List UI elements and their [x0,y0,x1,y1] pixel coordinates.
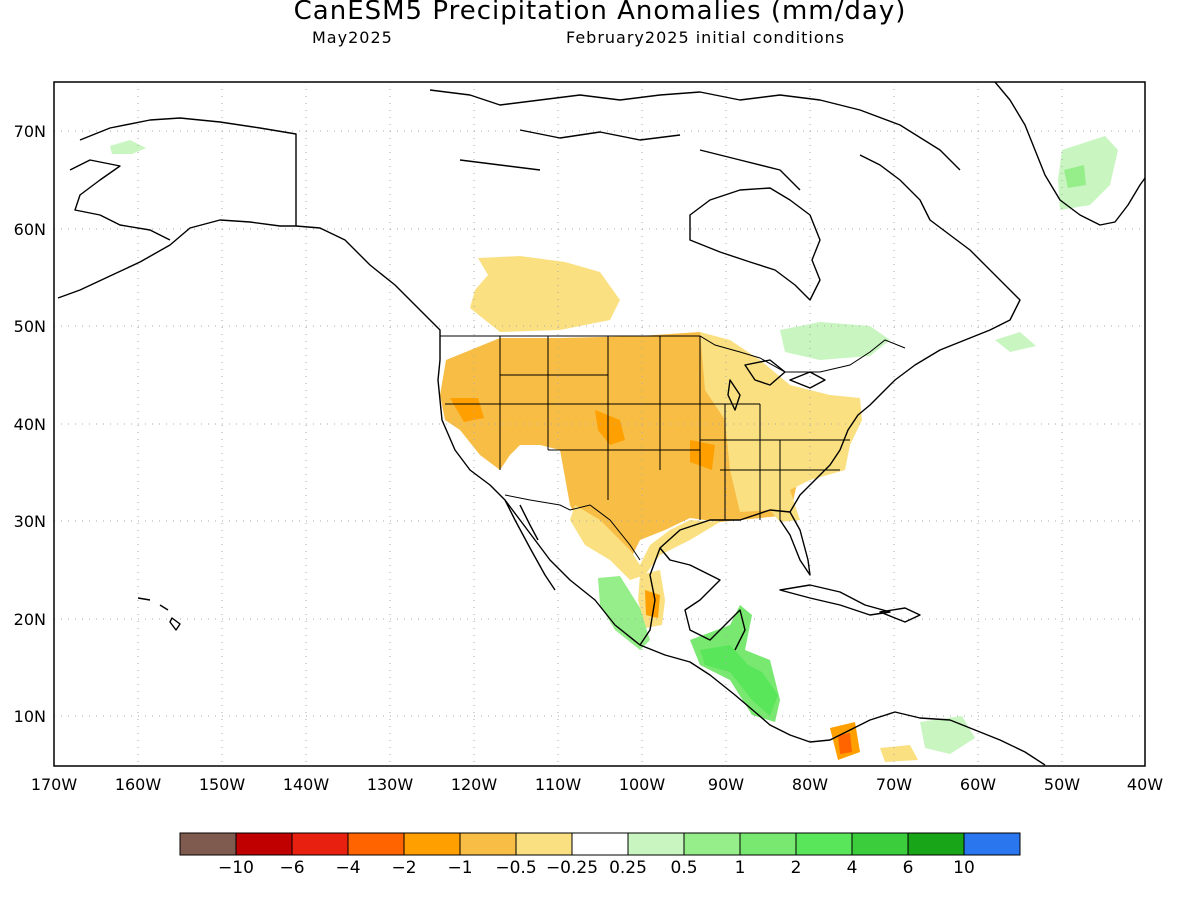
anomaly-colombia-core [838,733,852,754]
colorbar-swatch [291,832,349,856]
lon-label-70w: 70W [876,775,912,794]
coastline-baja [504,499,556,591]
coastline-greenland [994,82,1145,226]
lat-label-50n: 50N [14,317,46,336]
colorbar-swatch [907,832,965,856]
anomaly-mid-mississippi [690,440,715,470]
coastline-hispaniola [879,607,921,623]
political-borders [295,134,906,561]
colorbar-swatch [179,832,237,856]
colorbar-swatch [739,832,797,856]
anomaly-texas-mexico [570,505,720,580]
colorbar-label: 2 [791,858,802,878]
colorbar-swatch [403,832,461,856]
lon-label-130w: 130W [367,775,414,794]
initial-conditions: February2025 initial conditions [566,28,846,47]
anomaly-east-mexico-core [645,590,660,618]
lon-label-170w: 170W [31,775,78,794]
colorbar-label: −0.5 [495,858,536,878]
anomaly-quebec [780,322,890,360]
coastline-hawaii [137,597,181,631]
lon-label-160w: 160W [115,775,162,794]
lat-label-60n: 60N [14,220,46,239]
coastline-alaska [57,117,297,299]
colorbar-label: −1 [447,858,472,878]
border-us-mexico [504,494,641,561]
anomaly-canada-prairies [470,256,620,332]
map-plot-area [54,82,1145,766]
lat-label-10n: 10N [14,707,46,726]
lon-label-140w: 140W [283,775,330,794]
anomaly-greenland-core [1064,165,1086,188]
coastline-west [295,225,1046,766]
anomaly-greenland [1058,136,1118,210]
borders-us-states [445,336,850,520]
colorbar-swatch [515,832,573,856]
lat-label-40n: 40N [14,415,46,434]
colorbar-labels: −10 −6 −4 −2 −1 −0.5 −0.25 0.25 0.5 1 2 … [218,858,975,878]
lon-label-50w: 50W [1044,775,1080,794]
anomaly-shading [110,136,1118,762]
lon-label-80w: 80W [792,775,828,794]
coastlines [57,82,1145,766]
colorbar-label: 0.5 [670,858,697,878]
colorbar-label: −0.25 [546,858,598,878]
coastline-arctic-islands [429,89,961,191]
colorbar-swatch [683,832,741,856]
longitude-axis: 170W 160W 150W 140W 130W 120W 110W 100W … [31,775,1163,794]
colorbar-swatch [571,832,629,856]
anomaly-alaska-north [110,140,146,154]
lon-label-110w: 110W [535,775,582,794]
colorbar-label: 1 [735,858,746,878]
colorbar-swatch [347,832,405,856]
coastline-east [789,154,1021,513]
coastline-gulf [639,509,811,651]
anomaly-venezuela [920,716,975,754]
map-title: CanESM5 Precipitation Anomalies (mm/day) [293,0,907,26]
anomaly-central-america-core [700,645,778,716]
lon-label-100w: 100W [619,775,666,794]
plot-frame [53,81,1146,767]
lat-label-30n: 30N [14,512,46,531]
lat-label-70n: 70N [14,122,46,141]
latitude-axis: 70N 60N 50N 40N 30N 20N 10N [14,122,46,726]
anomaly-venezuela-dry [880,745,918,762]
colorbar-label: 6 [903,858,914,878]
lat-label-20n: 20N [14,610,46,629]
colorbar [179,832,1021,856]
anomaly-great-plains-core [595,410,625,445]
colorbar-swatch [459,832,517,856]
colorbar-label: −2 [391,858,416,878]
colorbar-label: −6 [279,858,304,878]
lon-label-90w: 90W [708,775,744,794]
colorbar-swatch [963,832,1021,856]
colorbar-swatch [235,832,293,856]
colorbar-swatch [851,832,909,856]
colorbar-swatch [795,832,853,856]
coastline-hudson-bay [689,187,821,301]
colorbar-swatch [627,832,685,856]
border-us-canada [295,134,906,373]
lon-label-150w: 150W [199,775,246,794]
lon-label-120w: 120W [451,775,498,794]
colorbar-label: 0.25 [609,858,647,878]
coastline-cuba [779,584,891,616]
colorbar-label: −4 [335,858,360,878]
anomaly-southeast-us [700,332,862,522]
lon-label-60w: 60W [960,775,996,794]
anomaly-labrador [995,332,1036,352]
anomaly-sw-mexico [598,576,650,650]
colorbar-label: 10 [953,858,975,878]
valid-month: May2025 [312,28,393,47]
colorbar-label: 4 [847,858,858,878]
colorbar-label: −10 [218,858,254,878]
lon-label-40w: 40W [1127,775,1163,794]
